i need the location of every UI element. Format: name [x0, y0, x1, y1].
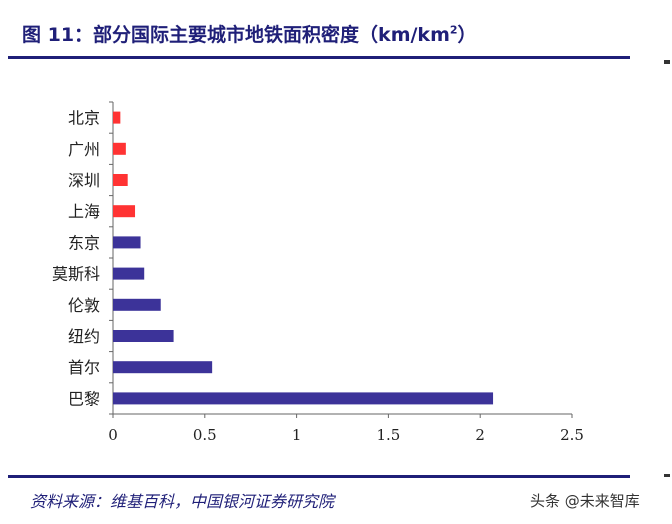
footer-divider [8, 475, 630, 478]
x-tick-label: 0.5 [193, 426, 217, 444]
chart-title-superscript: 2 [449, 23, 458, 37]
edge-mark-bottom [664, 474, 670, 477]
x-tick-label: 1 [292, 426, 302, 444]
category-label: 东京 [68, 233, 100, 252]
category-label: 广州 [68, 140, 100, 159]
bar [113, 361, 213, 374]
category-label: 莫斯科 [52, 265, 100, 284]
bar [113, 236, 141, 249]
category-label: 纽约 [68, 327, 100, 346]
source-note: 资料来源：维基百科，中国银河证券研究院 [30, 492, 335, 511]
category-label: 首尔 [68, 358, 100, 377]
bar [113, 392, 494, 405]
category-label: 伦敦 [68, 296, 100, 315]
category-label: 上海 [68, 202, 100, 221]
title-divider [8, 56, 630, 59]
chart-title-close: ） [457, 24, 477, 46]
bar [113, 111, 121, 124]
watermark: 头条 @未来智库 [530, 492, 640, 510]
category-label: 北京 [68, 109, 100, 128]
edge-mark-top [664, 60, 670, 64]
category-label: 深圳 [68, 171, 100, 190]
bar [113, 298, 161, 311]
bar [113, 142, 126, 155]
category-label: 巴黎 [68, 389, 100, 408]
chart-title: 图 11：部分国际主要城市地铁面积密度（km/km2） [22, 20, 477, 47]
chart-title-text: 图 11：部分国际主要城市地铁面积密度（km/km [22, 24, 450, 46]
x-tick-label: 0 [108, 426, 118, 444]
bar [113, 330, 174, 342]
x-tick-label: 2 [475, 426, 485, 444]
bar [113, 174, 128, 186]
bar [113, 267, 145, 280]
x-tick-label: 2.5 [560, 426, 584, 444]
x-tick-label: 1.5 [376, 426, 400, 444]
bar [113, 205, 136, 218]
